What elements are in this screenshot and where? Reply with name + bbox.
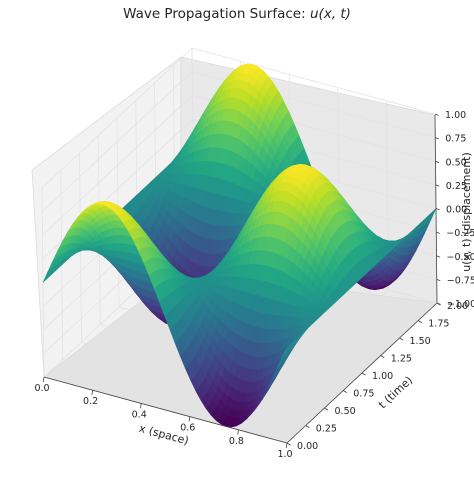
y-tick-label-mark <box>306 426 310 428</box>
z-axis-label: u(x, t) (displacement) <box>460 152 473 272</box>
y-tick-label: 0.25 <box>316 424 337 435</box>
x-tick-label-mark <box>92 390 93 395</box>
z-tick-label-mark <box>435 114 439 115</box>
x-tick-label-mark <box>286 443 287 448</box>
chart-title-math: u(x, t) <box>310 6 351 22</box>
x-tick-label-mark <box>189 417 190 422</box>
y-tick-label-mark <box>381 356 385 358</box>
y-tick-label-mark <box>287 443 291 445</box>
x-tick-label: 1.0 <box>277 449 292 460</box>
y-tick-label-mark <box>343 391 347 393</box>
y-tick-label-mark <box>325 408 329 410</box>
z-tick-label-mark <box>436 185 440 186</box>
x-tick-label: 0.4 <box>132 409 147 420</box>
chart-title: Wave Propagation Surface: u(x, t) <box>123 6 351 22</box>
y-tick-label: 1.75 <box>428 319 449 330</box>
y-tick-label: 1.25 <box>391 354 412 365</box>
z-tick-label: −1.00 <box>447 299 474 310</box>
z-tick-label: 0.75 <box>445 134 466 145</box>
z-tick-label-mark <box>436 161 440 162</box>
z-tick-label-mark <box>436 232 440 233</box>
y-tick-label-mark <box>400 338 404 340</box>
y-tick-label: 0.00 <box>297 441 318 452</box>
z-tick-label-mark <box>437 256 441 257</box>
z-tick-label: −0.75 <box>447 275 474 286</box>
y-tick-label: 0.50 <box>335 406 356 417</box>
z-tick-label-mark <box>437 279 441 280</box>
x-tick-label-mark <box>141 403 142 408</box>
x-tick-label: 0.8 <box>229 436 244 447</box>
y-tick-label: 1.00 <box>372 371 393 382</box>
z-tick-label-mark <box>435 138 439 139</box>
x-tick-label-mark <box>43 377 44 382</box>
x-tick-label-mark <box>238 430 239 435</box>
y-tick-label: 0.75 <box>353 389 374 400</box>
y-tick-label-mark <box>418 321 422 323</box>
x-tick-label: 0.2 <box>83 396 98 407</box>
x-tick-label: 0.0 <box>34 383 49 394</box>
y-tick-label-mark <box>362 373 366 375</box>
chart-title-text: Wave Propagation Surface: <box>123 6 310 22</box>
z-tick-label: 1.00 <box>445 110 466 121</box>
y-tick-label: 1.50 <box>410 336 431 347</box>
z-tick-label-mark <box>436 209 440 210</box>
